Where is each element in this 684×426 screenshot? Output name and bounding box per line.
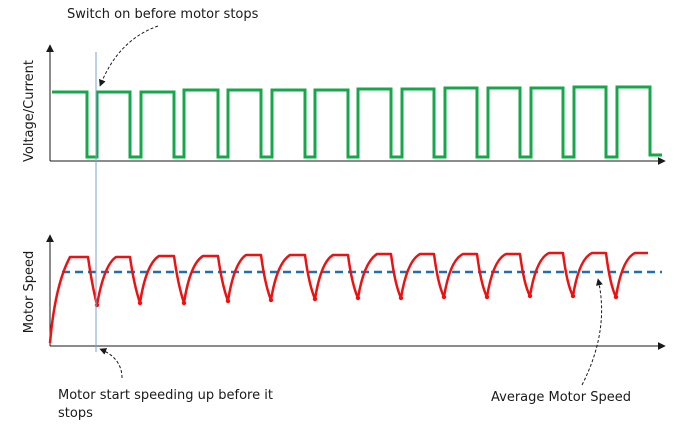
average-speed-annotation: Average Motor Speed bbox=[491, 390, 631, 405]
start-speeding-annotation-line2: stops bbox=[58, 406, 93, 421]
top-y-axis-label: Voltage/Current bbox=[22, 60, 37, 162]
start-speeding-annotation-line1: Motor start speeding up before it bbox=[58, 388, 273, 403]
switch-on-annotation: Switch on before motor stops bbox=[67, 7, 259, 22]
pwm-signal-waveform bbox=[52, 85, 662, 159]
start-speeding-arrow bbox=[99, 348, 123, 379]
bottom-y-axis-label: Motor Speed bbox=[22, 251, 37, 333]
switch-on-arrow bbox=[99, 25, 159, 87]
motor-speed-curve bbox=[48, 251, 648, 344]
average-speed-arrow bbox=[581, 278, 603, 386]
